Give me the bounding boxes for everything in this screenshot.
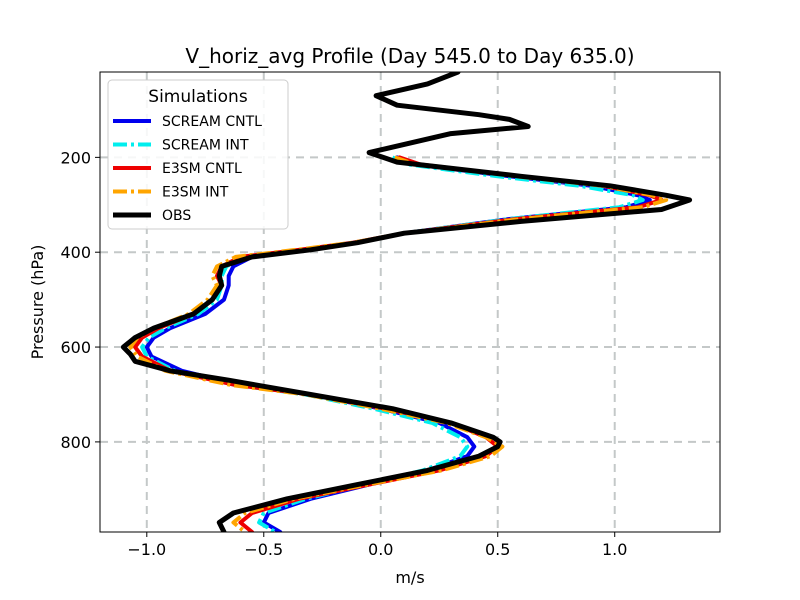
series-group <box>120 72 693 532</box>
x-tick-label: −1.0 <box>127 540 166 559</box>
chart-title: V_horiz_avg Profile (Day 545.0 to Day 63… <box>185 44 634 68</box>
y-tick-label: 200 <box>60 148 91 167</box>
series-line-obs <box>120 72 693 532</box>
axis-ticks: −1.0 −0.5 0.0 0.5 1.0 200 400 600 800 <box>60 148 627 559</box>
x-tick-label: 0.5 <box>485 540 510 559</box>
legend-label-obs: OBS <box>162 208 191 224</box>
y-tick-label: 400 <box>60 243 91 262</box>
y-axis-label: Pressure (hPa) <box>28 245 47 360</box>
legend-label-scream-cntl: SCREAM CNTL <box>162 114 262 130</box>
legend-items: SCREAM CNTL SCREAM INT E3SM CNTL E3SM INT OB… <box>113 114 262 224</box>
y-tick-label: 600 <box>60 338 91 357</box>
x-tick-label: −0.5 <box>244 540 283 559</box>
legend-label-e3sm-int: E3SM INT <box>162 185 229 201</box>
x-tick-label: 1.0 <box>602 540 627 559</box>
legend-box <box>107 79 289 230</box>
x-tick-label: 0.0 <box>368 540 393 559</box>
x-axis-label: m/s <box>395 568 424 587</box>
legend-title: Simulations <box>148 87 248 107</box>
legend-label-e3sm-cntl: E3SM CNTL <box>162 161 242 177</box>
series-line-scream-int <box>140 155 645 532</box>
y-tick-label: 800 <box>60 433 91 452</box>
legend: Simulations SCREAM CNTL SCREAM INT E3SM CN… <box>107 79 289 230</box>
plot-frame <box>99 71 721 533</box>
legend-label-scream-int: SCREAM INT <box>162 138 249 154</box>
